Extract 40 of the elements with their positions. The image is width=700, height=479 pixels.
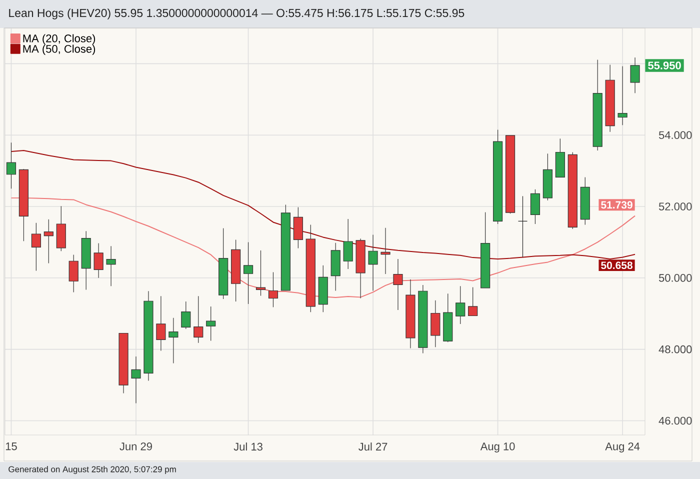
candlestick [231, 239, 241, 302]
candlestick [368, 234, 378, 292]
candlestick [430, 300, 440, 348]
candlestick [131, 356, 141, 404]
candlestick [618, 66, 628, 126]
x-tick-label: Jun 29 [120, 442, 152, 450]
candlestick [243, 242, 254, 304]
candlestick [380, 228, 390, 274]
data-label: 51.739 [601, 201, 632, 209]
y-tick-label: 52.000 [658, 202, 692, 210]
legend-label: MA (50, Close) [23, 44, 96, 55]
candlestick [418, 284, 428, 354]
candlestick [356, 238, 366, 299]
chart-title: Lean Hogs (HEV20) 55.95 1.3500000000000014 — O:55.475 H:56.175 L:55.175 C:55.95 [9, 8, 464, 20]
x-tick-label: Aug 10 [480, 442, 515, 452]
candlestick [518, 196, 528, 258]
x-tick-label: Jul 27 [358, 442, 388, 451]
candlestick [393, 258, 403, 310]
candlestick [94, 242, 104, 278]
y-tick-label: 46.000 [658, 416, 692, 425]
candlestick [6, 142, 16, 189]
text: Generated on August 25th 2020, 5:07:29 pm [8, 466, 176, 474]
candlestick [406, 279, 416, 349]
candlestick [156, 296, 166, 352]
candlestick [31, 222, 41, 272]
candlestick [106, 246, 116, 286]
y-tick-label: 50.000 [658, 274, 692, 282]
y-tick-label: 54.000 [658, 131, 692, 139]
candlestick [44, 219, 54, 264]
x-tick-label: Jul 13 [234, 442, 262, 451]
annotation: 55.950 [648, 62, 681, 70]
candlestick [630, 57, 640, 94]
candlestick [168, 318, 178, 364]
candlestick [144, 290, 154, 382]
candlestick [206, 306, 216, 342]
legend-label: MA (20, Close) [23, 34, 96, 44]
y-tick-label: 48.000 [658, 345, 692, 354]
data-label: 50.658 [601, 262, 632, 270]
x-tick-label: 15 [6, 442, 17, 450]
x-tick-label: Aug 24 [605, 442, 640, 452]
